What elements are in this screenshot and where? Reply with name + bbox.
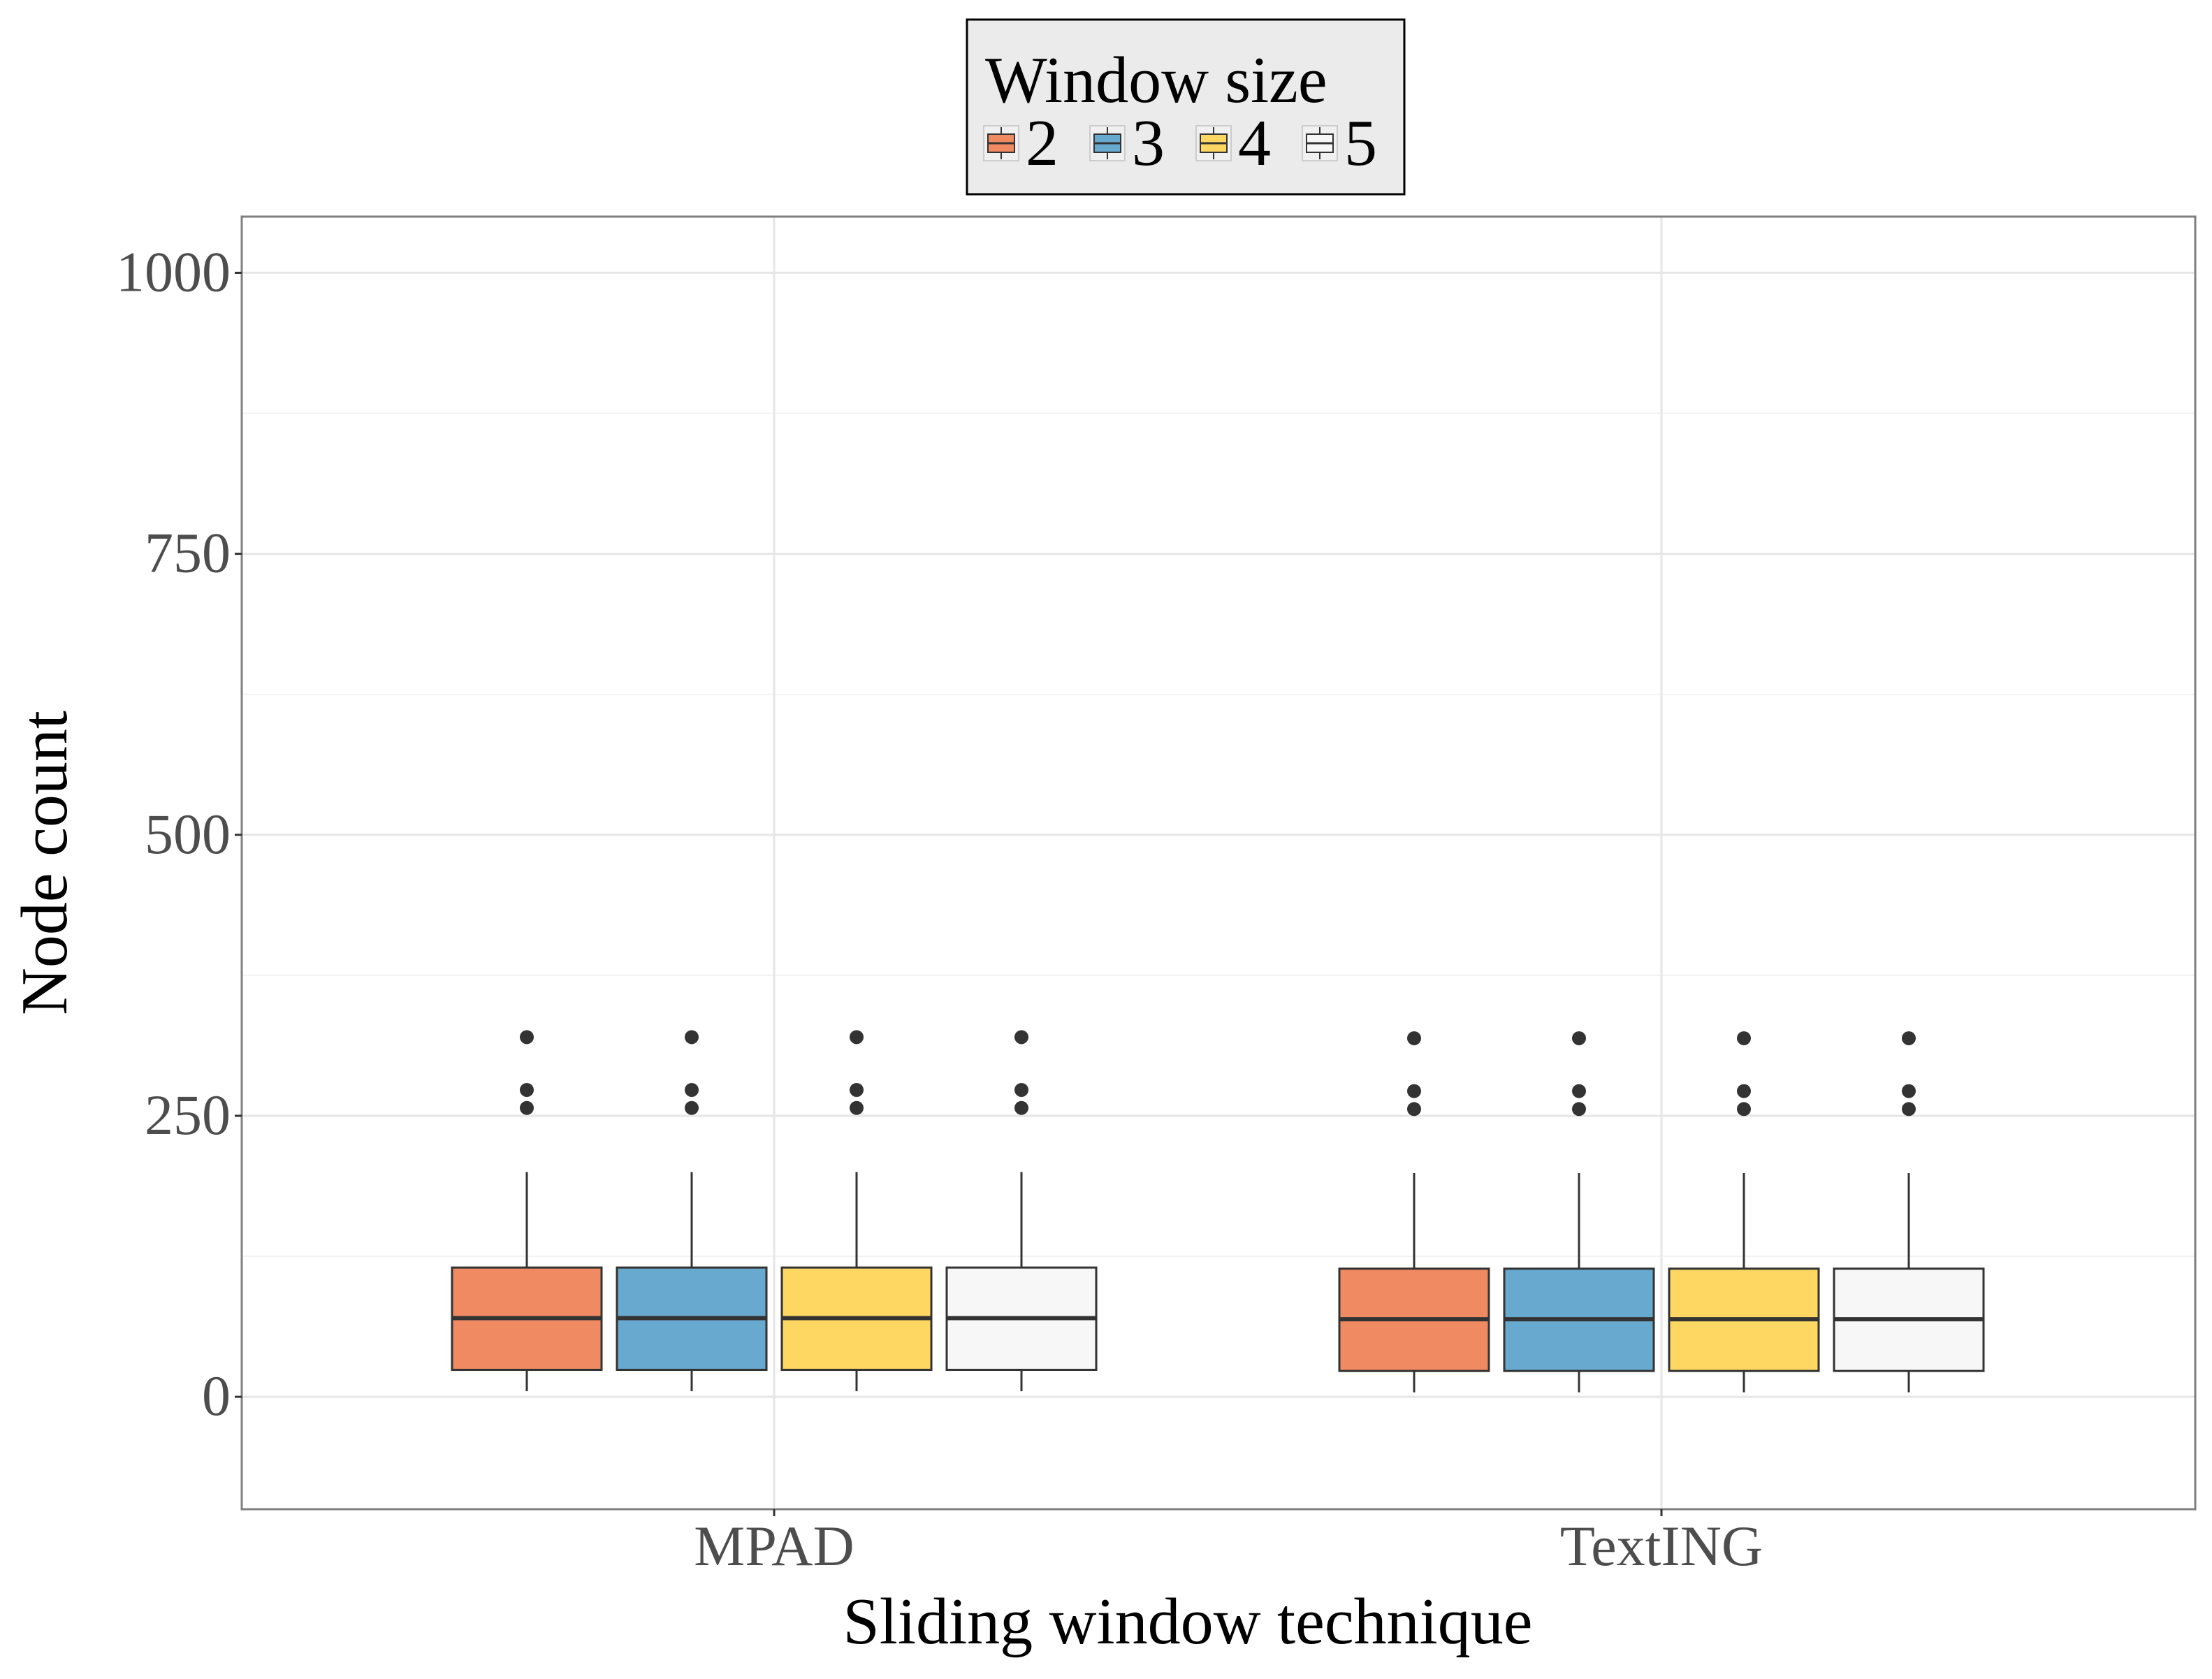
outlier-point [1572,1102,1586,1117]
outlier-point [1902,1084,1916,1098]
outlier-point [685,1030,699,1045]
outlier-point [850,1030,864,1045]
outlier-point [1902,1102,1916,1117]
legend-item-2: 2 [983,107,1058,180]
outlier-point [1407,1031,1421,1045]
box-TextING-window-5 [1833,1031,1985,1393]
x-tick-label: TextING [1560,1514,1763,1578]
outlier-point [850,1100,864,1115]
box-TextING-window-2 [1338,1031,1490,1393]
outlier-point [1014,1100,1028,1115]
legend-title: Window size [985,44,1327,117]
legend-item-4: 4 [1195,107,1271,180]
y-axis: 0 250 500 750 1000 [116,240,242,1427]
outlier-point [520,1082,534,1097]
box-MPAD-window-5 [945,1030,1098,1392]
outlier-point [1737,1031,1751,1045]
legend-label: 3 [1132,107,1165,180]
outlier-point [520,1100,534,1115]
panel-border [240,215,2197,1511]
legend-label: 2 [1026,107,1058,180]
outlier-point [850,1082,864,1097]
x-axis: MPAD TextING [694,1509,1763,1578]
x-tick-label: MPAD [694,1514,854,1578]
outlier-point [1014,1030,1028,1045]
outlier-point [685,1082,699,1097]
y-tick-label: 750 [145,521,231,585]
outlier-point [1572,1084,1586,1098]
y-tick-label: 1000 [116,240,231,303]
outlier-point [1737,1102,1751,1117]
outlier-point [1407,1084,1421,1098]
box-MPAD-window-2 [451,1030,603,1392]
outlier-point [520,1030,534,1045]
legend-label: 4 [1238,107,1271,180]
y-tick-label: 500 [145,802,231,866]
outlier-point [685,1100,699,1115]
y-axis-title: Node count [8,711,81,1015]
plot-panel [240,215,2197,1511]
box-TextING-window-3 [1503,1031,1655,1393]
box-MPAD-window-3 [616,1030,768,1392]
y-tick-label: 0 [202,1364,231,1427]
outlier-point [1407,1102,1421,1117]
outlier-point [1737,1084,1751,1098]
legend-item-3: 3 [1089,107,1165,180]
box-MPAD-window-4 [780,1030,933,1392]
outlier-point [1572,1031,1586,1045]
legend-label: 5 [1344,107,1377,180]
legend-box [966,18,1406,196]
box-plots [451,1030,1985,1393]
box-TextING-window-4 [1668,1031,1820,1393]
outlier-point [1014,1082,1028,1097]
x-axis-title: Sliding window technique [843,1585,1533,1658]
outlier-point [1902,1031,1916,1045]
y-tick-label: 250 [145,1083,231,1147]
legend-item-5: 5 [1302,107,1377,180]
grid-lines [242,217,2195,1509]
